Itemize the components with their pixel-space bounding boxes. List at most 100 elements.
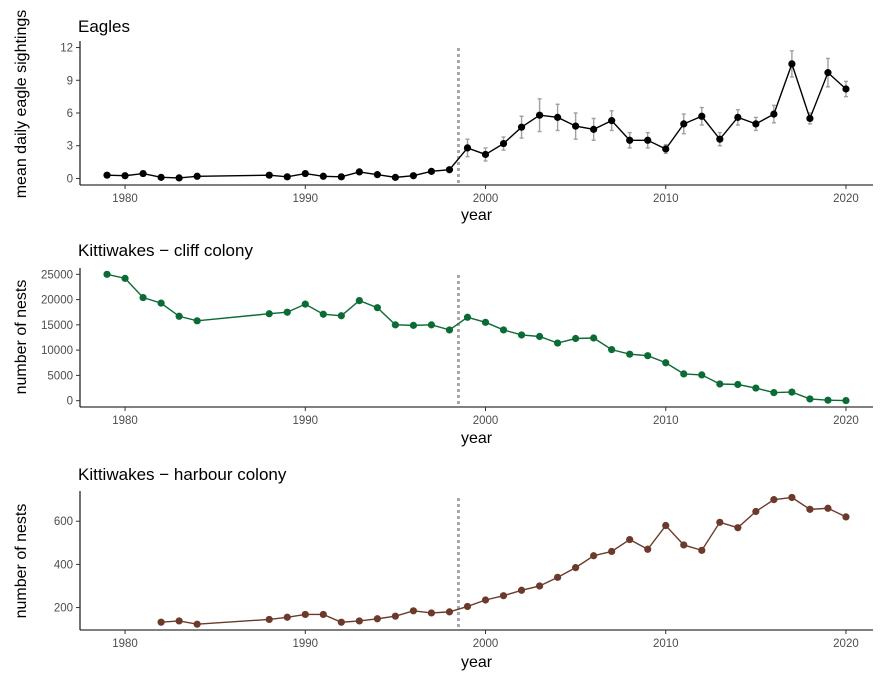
data-point — [193, 317, 201, 325]
data-point — [157, 299, 165, 307]
data-point — [481, 596, 490, 604]
data-point — [265, 310, 273, 318]
data-point — [517, 586, 526, 594]
data-point — [752, 120, 760, 128]
data-point — [499, 592, 508, 600]
data-point — [590, 334, 598, 342]
data-point — [788, 388, 796, 396]
y-tick-label: 600 — [54, 516, 73, 528]
data-point — [319, 610, 327, 619]
data-point — [517, 123, 526, 131]
y-tick-label: 200 — [54, 603, 73, 615]
data-point — [463, 144, 472, 152]
data-point — [698, 112, 706, 120]
data-point — [535, 332, 544, 341]
data-point — [842, 85, 850, 93]
data-point — [572, 564, 580, 572]
data-point — [373, 615, 381, 623]
x-tick-label: 1990 — [292, 638, 318, 650]
data-point — [481, 318, 490, 326]
y-tick-label: 400 — [54, 559, 73, 571]
data-point — [662, 145, 670, 153]
data-point — [463, 313, 472, 321]
data-point — [608, 547, 616, 556]
data-point — [445, 326, 454, 334]
data-point — [806, 505, 814, 513]
data-point — [301, 169, 309, 178]
x-tick-label: 2020 — [833, 415, 859, 427]
data-point — [157, 618, 165, 626]
data-point — [842, 513, 850, 521]
data-point — [770, 388, 778, 397]
data-point — [572, 122, 580, 130]
data-point — [373, 171, 381, 179]
data-point — [716, 380, 724, 388]
data-point — [734, 524, 742, 532]
data-point — [824, 69, 832, 77]
y-tick-label: 9 — [67, 75, 73, 87]
data-point — [139, 169, 147, 178]
data-point — [824, 504, 832, 512]
data-point — [554, 113, 562, 121]
data-point — [481, 150, 490, 159]
data-point — [644, 136, 652, 144]
data-point — [337, 173, 345, 181]
y-tick-label: 0 — [67, 396, 73, 408]
data-point — [409, 172, 418, 180]
data-point — [680, 370, 688, 378]
data-point — [175, 312, 183, 320]
data-point — [806, 395, 814, 403]
data-point — [517, 331, 526, 339]
data-point — [463, 602, 472, 611]
data-point — [445, 166, 454, 174]
data-point — [283, 308, 291, 316]
data-point — [590, 552, 598, 560]
data-point — [103, 171, 111, 179]
data-point — [824, 396, 832, 404]
data-point — [752, 507, 760, 516]
x-tick-label: 2020 — [833, 638, 859, 650]
data-point — [193, 172, 201, 180]
data-point — [355, 617, 363, 625]
y-axis-title: number of nests — [13, 504, 30, 619]
data-point — [391, 612, 399, 620]
data-point — [391, 321, 399, 329]
data-point — [427, 609, 436, 617]
panel-title: Kittiwakes − harbour colony — [78, 465, 287, 484]
data-point — [842, 396, 850, 405]
x-axis-title: year — [461, 207, 493, 224]
data-point — [319, 310, 327, 318]
data-point — [626, 535, 634, 544]
data-point — [716, 518, 724, 526]
x-axis-title: year — [461, 654, 493, 671]
x-tick-label: 2000 — [473, 193, 499, 205]
data-point — [535, 111, 544, 119]
data-point — [590, 125, 598, 133]
data-point — [788, 493, 796, 502]
data-point — [157, 173, 165, 181]
x-tick-label: 1990 — [292, 193, 318, 205]
x-tick-label: 1980 — [112, 193, 138, 205]
panel-title: Kittiwakes − cliff colony — [78, 241, 253, 260]
data-point — [806, 114, 814, 123]
data-point — [662, 359, 670, 367]
x-axis-title: year — [461, 430, 493, 447]
y-tick-label: 10000 — [41, 345, 73, 357]
x-tick-label: 2000 — [473, 638, 499, 650]
data-point — [499, 139, 508, 148]
y-tick-label: 12 — [60, 43, 73, 55]
x-tick-label: 1980 — [112, 415, 138, 427]
series-line — [161, 496, 847, 625]
data-point — [175, 174, 183, 182]
data-point — [409, 607, 418, 615]
data-point — [662, 521, 670, 530]
data-point — [265, 171, 273, 179]
y-axis-title: number of nests — [13, 280, 30, 395]
y-tick-label: 6 — [67, 108, 73, 120]
x-tick-label: 1990 — [292, 415, 318, 427]
data-point — [734, 380, 742, 389]
data-point — [680, 541, 688, 549]
data-point — [499, 326, 508, 334]
data-point — [445, 608, 454, 616]
